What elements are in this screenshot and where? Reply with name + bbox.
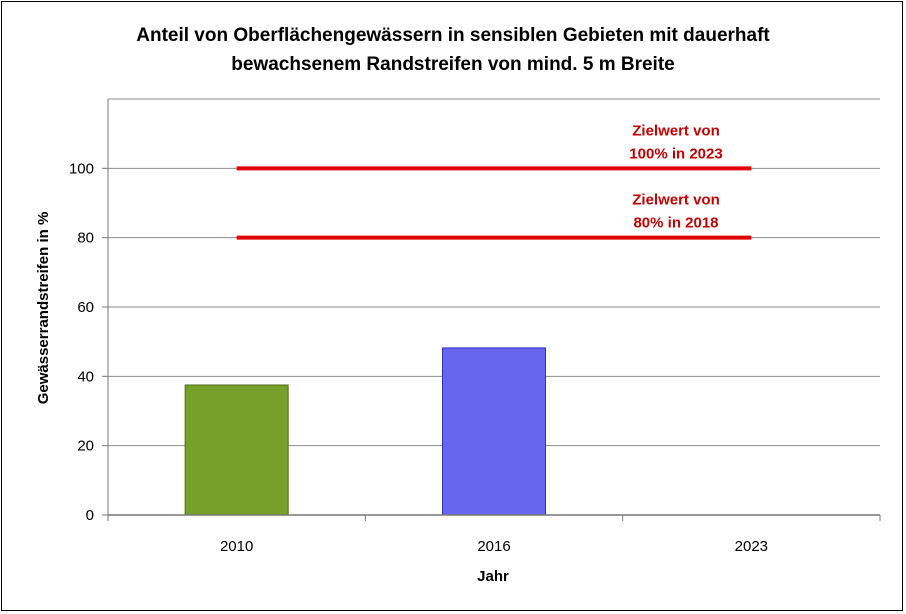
bar-2016 [442, 347, 546, 516]
y-tick-label-0: 0 [86, 507, 94, 524]
target-lines: Zielwert von 100% in 2023 Zielwert von 80% … [236, 122, 752, 240]
target-label-80-line-2: 80% in 2018 [633, 215, 718, 232]
axes [102, 99, 881, 521]
y-tick-label-80: 80 [77, 230, 94, 247]
bar-2010 [184, 384, 289, 516]
chart-title-line-1: Anteil von Oberflächengewässern in sensi… [136, 25, 770, 46]
chart-title-line-2: bewachsenem Randstreifen von mind. 5 m B… [231, 54, 674, 75]
y-tick-labels: 0 20 40 60 80 100 [69, 160, 94, 524]
y-tick-label-40: 40 [77, 368, 94, 385]
y-tick-label-100: 100 [69, 160, 94, 177]
y-axis-label: Gewässerrandstreifen in % [35, 212, 52, 405]
x-tick-label-2016: 2016 [477, 538, 510, 555]
bars [184, 347, 546, 516]
target-label-100-line-2: 100% in 2023 [629, 145, 722, 162]
target-label-100-line-1: Zielwert von [632, 122, 720, 139]
x-tick-labels: 2010 2016 2023 [220, 538, 768, 555]
x-tick-label-2023: 2023 [735, 538, 768, 555]
y-tick-label-60: 60 [77, 299, 94, 316]
x-axis-label: Jahr [477, 568, 509, 585]
y-tick-label-20: 20 [77, 438, 94, 455]
target-label-80-line-1: Zielwert von [632, 192, 720, 209]
x-tick-label-2010: 2010 [220, 538, 253, 555]
